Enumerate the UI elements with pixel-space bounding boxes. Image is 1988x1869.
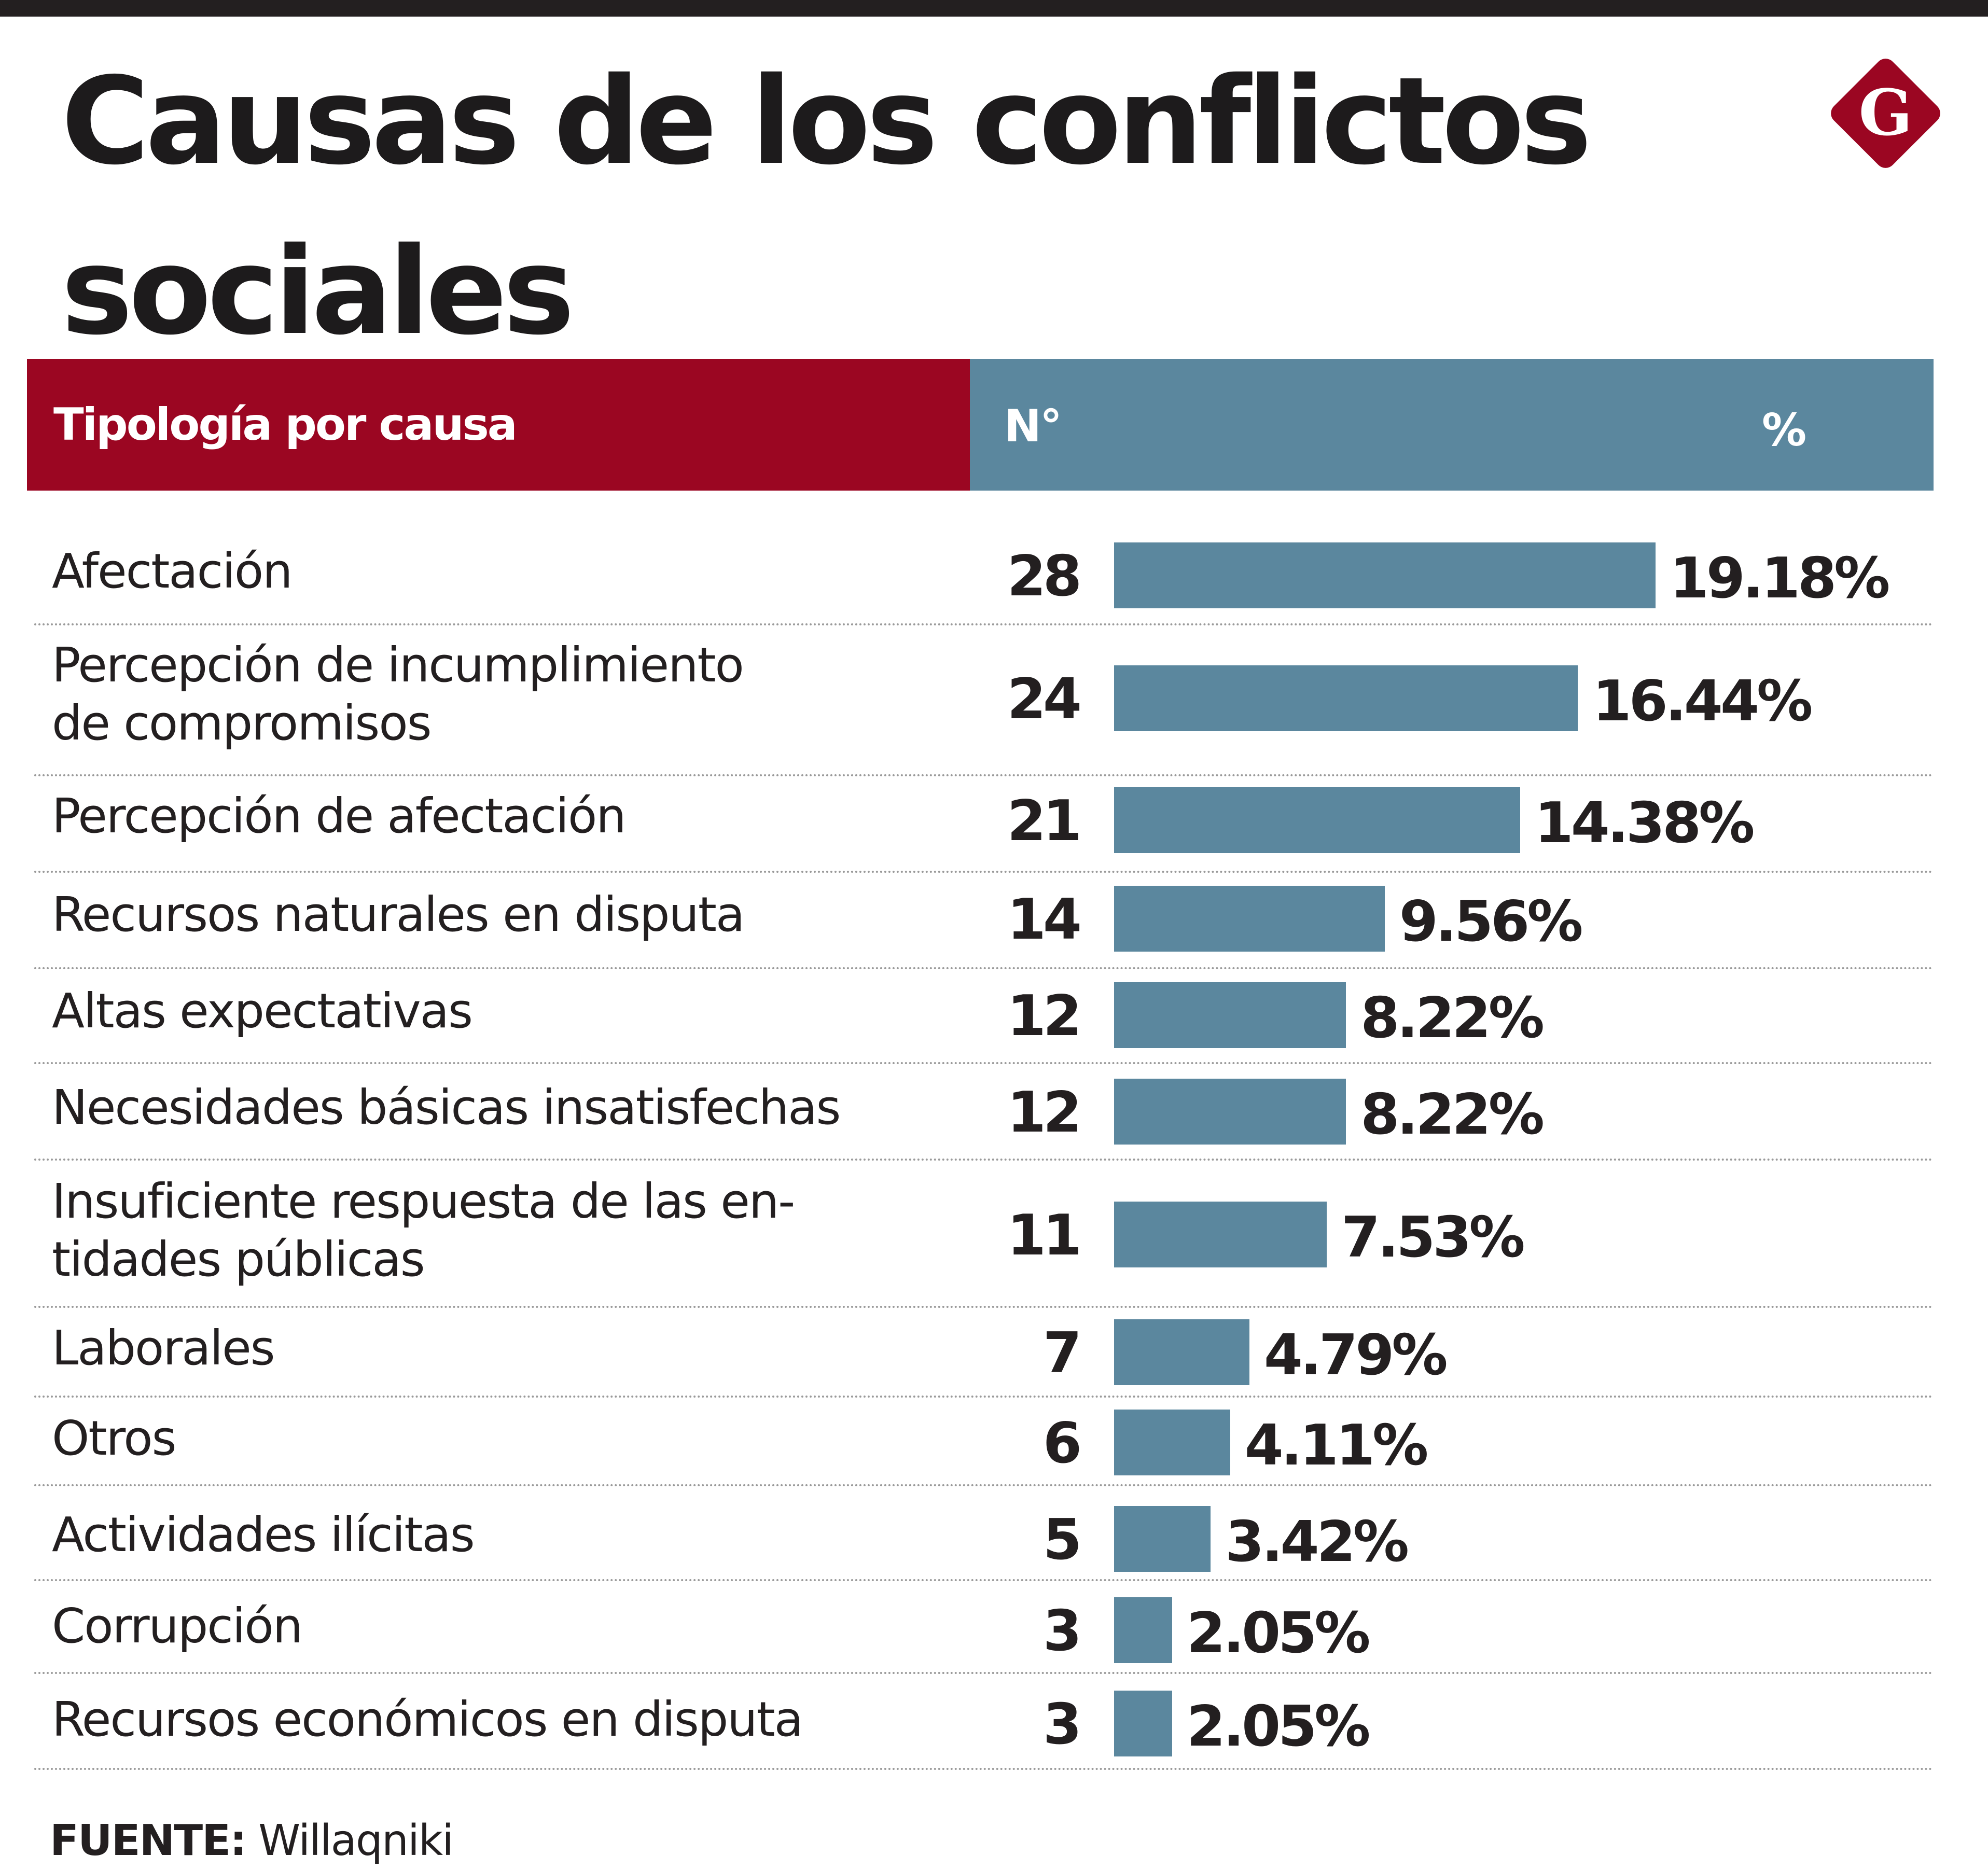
chart-title: Causas de los conflictos sociales [61,36,1773,376]
category-label-line: Actividades ilícitas [52,1507,475,1563]
category-label-line: tidades públicas [52,1231,425,1287]
category-label-line: Altas expectativas [52,983,473,1039]
header-count-label: N° [1004,400,1062,452]
bar [1114,1410,1230,1475]
bar [1114,1202,1327,1267]
category-label-line: de compromisos [52,695,432,751]
category-label-line: Percepción de incumplimiento [52,637,744,693]
category-label: Otros [52,1410,934,1468]
category-label-line: Laborales [52,1320,275,1376]
bar [1114,982,1346,1048]
category-label: Percepción de incumplimiento de compromis… [52,636,934,752]
header-percent-label: % [1762,405,1806,456]
count-label: 12 [1007,984,1082,1049]
row-divider [34,774,1934,776]
count-label: 11 [1007,1203,1082,1268]
count-label: 14 [1007,887,1082,952]
logo-letter: G [1859,76,1913,150]
category-label: Altas expectativas [52,982,934,1040]
row-divider [34,967,1934,969]
count-label: 6 [1042,1411,1082,1476]
category-label-line: Recursos naturales en disputa [52,886,745,942]
percent-label: 3.42% [1225,1510,1409,1574]
row-divider [34,623,1934,625]
bar [1114,1079,1346,1145]
category-label-line: Recursos económicos en disputa [52,1691,803,1747]
category-label: Necesidades básicas insatisfechas [52,1079,934,1137]
header-category-label: Tipología por causa [53,399,518,451]
bar [1114,1691,1172,1756]
count-label: 3 [1042,1599,1082,1664]
category-label-line: Afectación [52,543,293,599]
count-label: 7 [1042,1321,1082,1386]
bar [1114,787,1520,853]
percent-label: 8.22% [1360,1082,1545,1147]
percent-label: 14.38% [1534,791,1755,856]
category-label-line: Necesidades básicas insatisfechas [52,1079,841,1135]
category-label-line: Otros [52,1410,177,1466]
percent-label: 4.79% [1263,1323,1448,1388]
row-divider [34,1396,1934,1398]
row-divider [34,1672,1934,1674]
category-label: Recursos económicos en disputa [52,1691,934,1749]
percent-label: 7.53% [1341,1205,1525,1270]
category-label: Percepción de afectación [52,787,934,845]
percent-label: 9.56% [1399,889,1583,954]
source-footer: FUENTE: Willaqniki [50,1815,454,1867]
bar [1114,1506,1211,1572]
percent-label: 2.05% [1186,1601,1371,1666]
diamond-g-logo-icon: G [1831,59,1940,168]
percent-label: 2.05% [1186,1694,1371,1759]
count-label: 5 [1042,1508,1082,1572]
bar [1114,886,1385,952]
row-divider [34,1306,1934,1308]
category-label: Laborales [52,1319,934,1377]
top-bar [0,0,1988,17]
source-label: FUENTE: [50,1816,247,1865]
category-label: Recursos naturales en disputa [52,886,934,944]
percent-label: 4.11% [1244,1413,1429,1478]
count-label: 21 [1007,789,1082,854]
bar [1114,1597,1172,1663]
title-line-1: Causas de los conflictos [61,51,1592,191]
title-line-2: sociales [61,221,575,361]
row-divider [34,1484,1934,1486]
category-label-line: Corrupción [52,1598,303,1654]
category-label: Actividades ilícitas [52,1506,934,1564]
row-divider [34,871,1934,873]
count-label: 12 [1007,1080,1082,1145]
percent-label: 16.44% [1592,669,1813,734]
row-divider [34,1159,1934,1161]
percent-label: 19.18% [1670,546,1890,611]
category-label: Insuficiente respuesta de las en-tidades… [52,1173,934,1289]
source-name: Willaqniki [258,1816,454,1865]
row-divider [34,1579,1934,1581]
percent-label: 8.22% [1360,986,1545,1051]
bar [1114,665,1578,731]
category-label-line: Insuficiente respuesta de las en- [52,1173,795,1229]
category-label: Corrupción [52,1597,934,1655]
category-label-line: Percepción de afectación [52,788,627,844]
count-label: 28 [1007,544,1082,609]
row-divider [34,1062,1934,1064]
table-header-category: Tipología por causa [27,359,970,491]
bar [1114,542,1656,608]
table-header-values: N° % [970,359,1934,491]
bar [1114,1319,1249,1385]
row-divider [34,1768,1934,1770]
count-label: 3 [1042,1692,1082,1757]
count-label: 24 [1007,667,1082,732]
category-label: Afectación [52,542,934,601]
